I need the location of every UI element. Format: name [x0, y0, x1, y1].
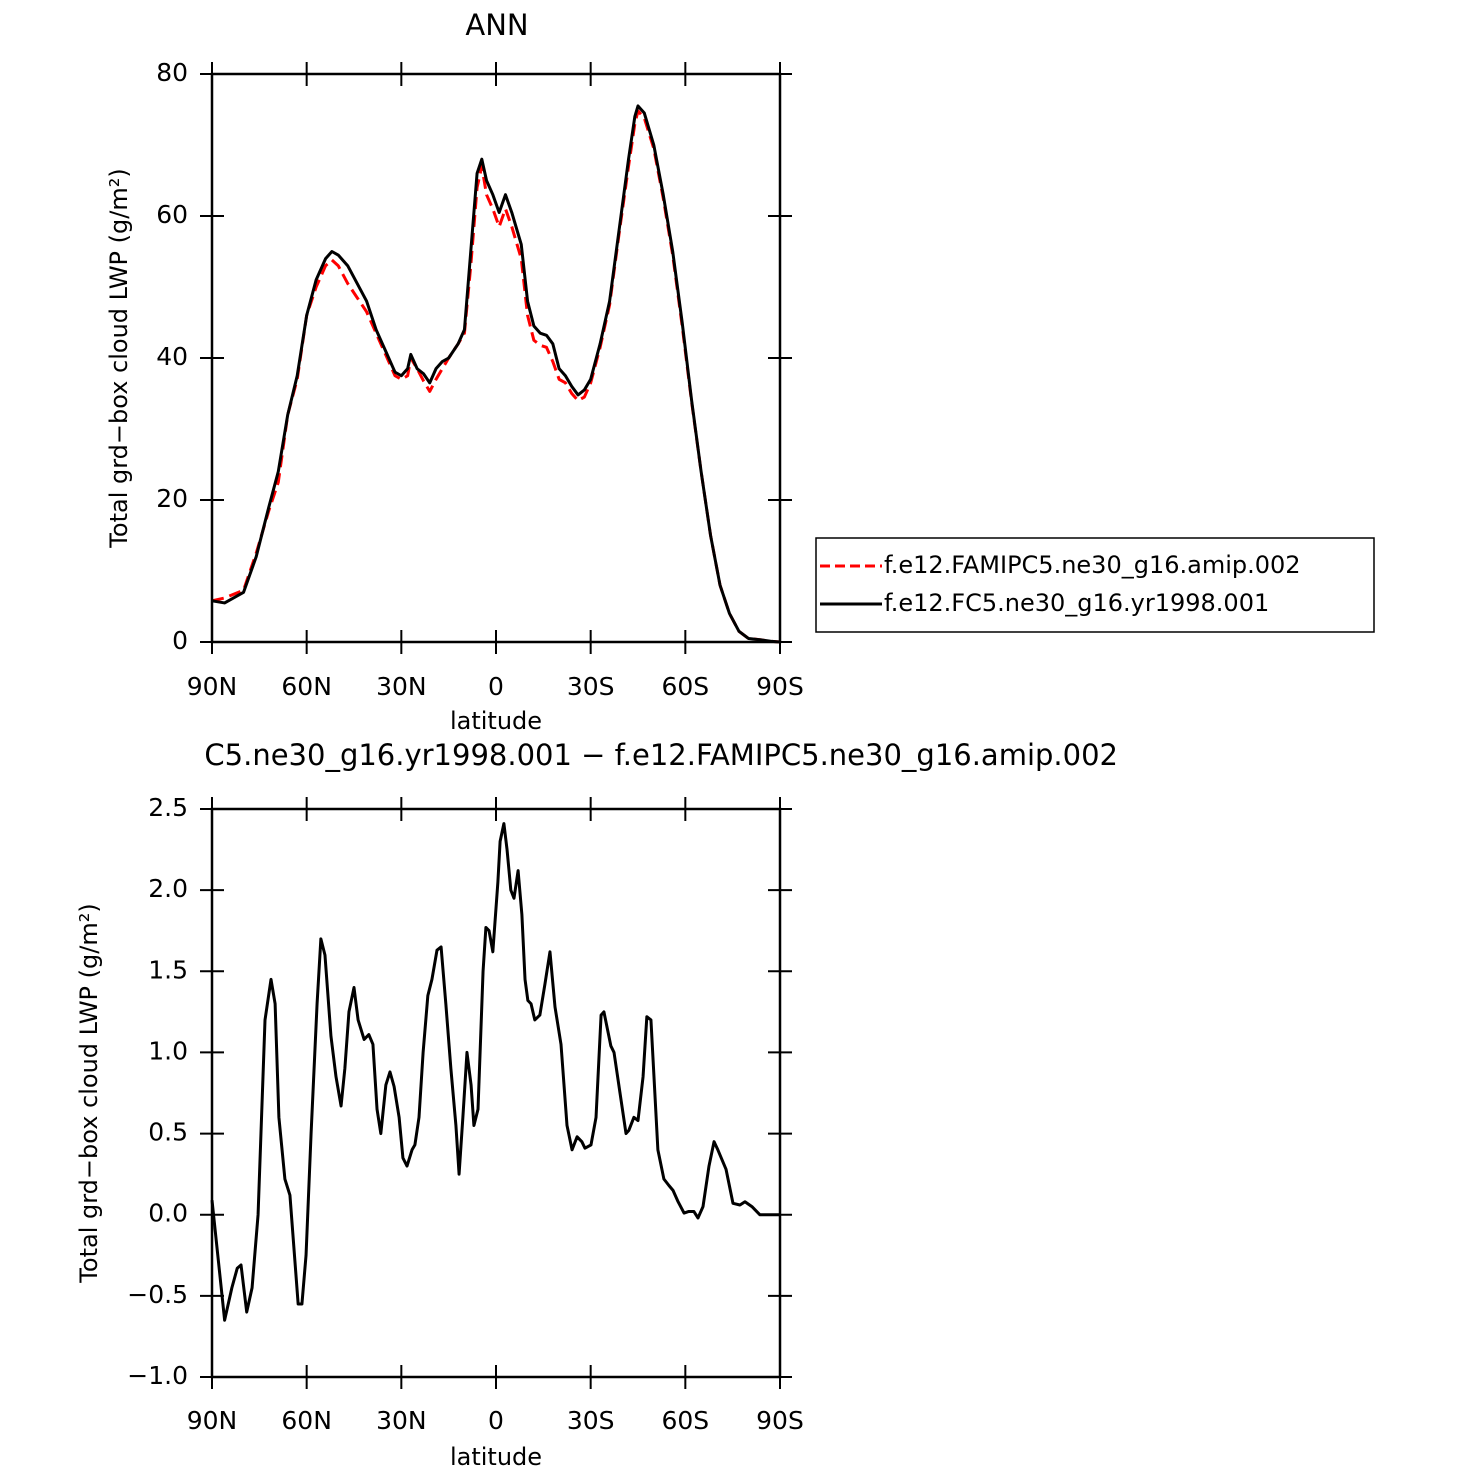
x-tick-label: 30S: [567, 1406, 615, 1435]
y-tick-label: −1.0: [127, 1361, 188, 1390]
x-tick-label: 30N: [376, 672, 427, 701]
x-tick-label: 90S: [756, 1406, 804, 1435]
x-tick-label: 90N: [187, 672, 238, 701]
x-tick-label: 0: [488, 1406, 504, 1435]
x-tick-label: 60N: [281, 672, 332, 701]
x-tick-label: 30S: [567, 672, 615, 701]
x-tick-label: 60S: [661, 672, 709, 701]
chart-title: C5.ne30_g16.yr1998.001 − f.e12.FAMIPC5.n…: [204, 738, 1118, 772]
x-tick-label: 60N: [281, 1406, 332, 1435]
plot-frame: [210, 807, 782, 1379]
x-axis-label: latitude: [450, 1443, 542, 1471]
y-tick-label: 80: [156, 58, 188, 87]
legend-label: f.e12.FC5.ne30_g16.yr1998.001: [884, 589, 1269, 617]
x-tick-label: 90N: [187, 1406, 238, 1435]
chart-title: ANN: [465, 8, 528, 42]
x-tick-label: 60S: [661, 1406, 709, 1435]
y-tick-label: 2.0: [148, 874, 188, 903]
data-line: [211, 104, 781, 644]
y-tick-label: −0.5: [127, 1280, 188, 1309]
y-tick-label: 0.0: [148, 1199, 188, 1228]
y-tick-label: 20: [156, 484, 188, 513]
y-tick-label: 0: [172, 626, 188, 655]
y-axis-label: Total grd−box cloud LWP (g/m²): [75, 903, 103, 1283]
x-tick-label: 90S: [756, 672, 804, 701]
plot-frame: [210, 72, 782, 644]
x-tick-label: 30N: [376, 1406, 427, 1435]
x-axis-label: latitude: [450, 707, 542, 735]
y-axis-label: Total grd−box cloud LWP (g/m²): [105, 168, 133, 548]
legend-label: f.e12.FAMIPC5.ne30_g16.amip.002: [884, 551, 1301, 579]
y-tick-label: 60: [156, 200, 188, 229]
y-tick-label: 0.5: [148, 1118, 188, 1147]
y-tick-label: 1.5: [148, 955, 188, 984]
legend-box: [815, 537, 1375, 633]
y-tick-label: 2.5: [148, 793, 188, 822]
data-line: [210, 822, 780, 1322]
y-tick-label: 1.0: [148, 1036, 188, 1065]
y-tick-label: 40: [156, 342, 188, 371]
x-tick-label: 0: [488, 672, 504, 701]
